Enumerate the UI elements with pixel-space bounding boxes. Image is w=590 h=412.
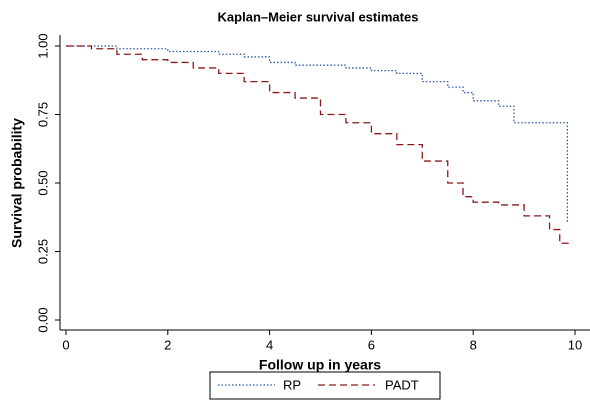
x-tick-label: 10 (568, 337, 582, 352)
x-tick-label: 8 (470, 337, 477, 352)
y-tick-label: 1.00 (35, 33, 50, 58)
y-tick-label: 0.25 (35, 239, 50, 264)
y-axis-title: Survival probability (9, 118, 25, 248)
y-tick-label: 0.50 (35, 170, 50, 195)
x-tick-label: 6 (368, 337, 375, 352)
x-tick-label: 2 (164, 337, 171, 352)
chart-title: Kaplan–Meier survival estimates (218, 9, 419, 24)
y-tick-label: 0.00 (35, 307, 50, 332)
y-tick-label: 0.75 (35, 102, 50, 127)
legend-label: RP (283, 377, 301, 392)
survival-curve (66, 45, 569, 223)
survival-curve (66, 45, 570, 244)
x-tick-label: 0 (62, 337, 69, 352)
legend-label: PADT (385, 377, 419, 392)
x-tick-label: 4 (266, 337, 273, 352)
x-axis-title: Follow up in years (259, 357, 381, 373)
